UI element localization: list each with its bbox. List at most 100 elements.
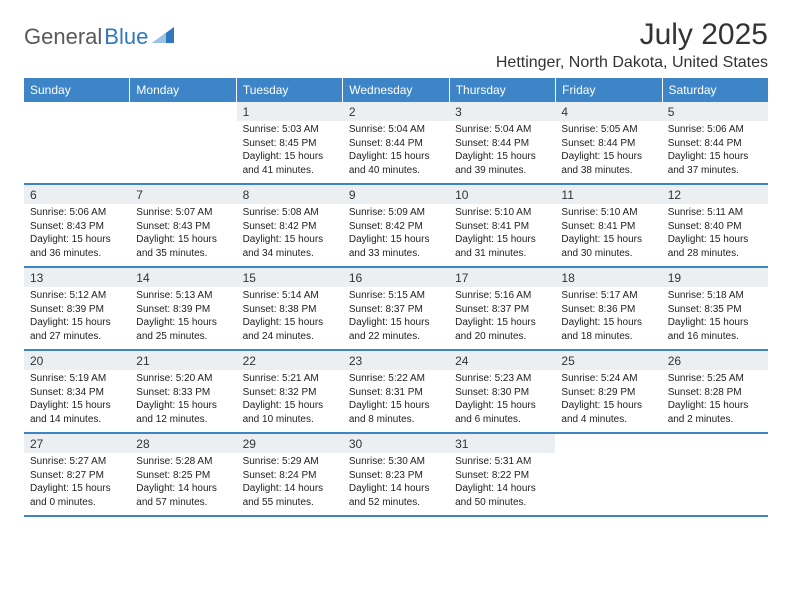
day-detail-line: Daylight: 15 hours and 35 minutes. [136,233,230,260]
day-header-thursday: Thursday [450,78,556,102]
day-number: 10 [449,185,555,204]
calendar-cell: 31Sunrise: 5:31 AMSunset: 8:22 PMDayligh… [449,434,555,515]
day-detail-line: Sunrise: 5:03 AM [243,123,337,137]
day-detail-line: Sunrise: 5:09 AM [349,206,443,220]
day-detail-line: Daylight: 15 hours and 8 minutes. [349,399,443,426]
calendar-cell: 7Sunrise: 5:07 AMSunset: 8:43 PMDaylight… [130,185,236,266]
logo-text-general: General [24,24,102,50]
calendar-cell: 10Sunrise: 5:10 AMSunset: 8:41 PMDayligh… [449,185,555,266]
day-detail-line: Daylight: 15 hours and 18 minutes. [561,316,655,343]
logo-sail-icon [152,25,178,50]
day-number [130,102,236,120]
day-details [662,452,768,514]
day-details: Sunrise: 5:21 AMSunset: 8:32 PMDaylight:… [237,370,343,432]
day-detail-line: Sunrise: 5:25 AM [668,372,762,386]
day-details: Sunrise: 5:19 AMSunset: 8:34 PMDaylight:… [24,370,130,432]
day-detail-line: Sunrise: 5:16 AM [455,289,549,303]
day-detail-line: Sunrise: 5:05 AM [561,123,655,137]
day-detail-line: Sunrise: 5:11 AM [668,206,762,220]
day-detail-line: Sunrise: 5:21 AM [243,372,337,386]
day-number: 30 [343,434,449,453]
day-header-monday: Monday [130,78,236,102]
calendar-cell: 3Sunrise: 5:04 AMSunset: 8:44 PMDaylight… [449,102,555,183]
day-header-sunday: Sunday [24,78,130,102]
day-detail-line: Sunrise: 5:30 AM [349,455,443,469]
day-detail-line: Daylight: 15 hours and 30 minutes. [561,233,655,260]
day-number: 24 [449,351,555,370]
day-detail-line: Sunset: 8:43 PM [136,220,230,234]
calendar-cell: 2Sunrise: 5:04 AMSunset: 8:44 PMDaylight… [343,102,449,183]
calendar-week-row: 20Sunrise: 5:19 AMSunset: 8:34 PMDayligh… [24,351,768,434]
calendar-cell: 20Sunrise: 5:19 AMSunset: 8:34 PMDayligh… [24,351,130,432]
day-detail-line: Daylight: 15 hours and 39 minutes. [455,150,549,177]
day-number: 28 [130,434,236,453]
calendar-cell: 5Sunrise: 5:06 AMSunset: 8:44 PMDaylight… [662,102,768,183]
day-number: 23 [343,351,449,370]
calendar-cell: 9Sunrise: 5:09 AMSunset: 8:42 PMDaylight… [343,185,449,266]
day-details [555,452,661,514]
day-details: Sunrise: 5:07 AMSunset: 8:43 PMDaylight:… [130,204,236,266]
day-details: Sunrise: 5:31 AMSunset: 8:22 PMDaylight:… [449,453,555,515]
day-detail-line: Sunset: 8:31 PM [349,386,443,400]
calendar-cell: 23 Sunrise: 5:22 AMSunset: 8:31 PMDayligh… [343,351,449,432]
day-details: Sunrise: 5:04 AMSunset: 8:44 PMDaylight:… [449,121,555,183]
day-number: 7 [130,185,236,204]
calendar-cell: 6Sunrise: 5:06 AMSunset: 8:43 PMDaylight… [24,185,130,266]
calendar-week-row: 27Sunrise: 5:27 AMSunset: 8:27 PMDayligh… [24,434,768,517]
day-detail-line: Sunset: 8:37 PM [455,303,549,317]
day-detail-line: Daylight: 14 hours and 55 minutes. [243,482,337,509]
day-detail-line: Sunrise: 5:22 AM [349,372,443,386]
day-detail-line: Daylight: 15 hours and 14 minutes. [30,399,124,426]
day-detail-line: Daylight: 15 hours and 27 minutes. [30,316,124,343]
day-detail-line: Sunrise: 5:07 AM [136,206,230,220]
day-detail-line: Sunset: 8:32 PM [243,386,337,400]
day-details [24,120,130,182]
day-detail-line: Daylight: 15 hours and 2 minutes. [668,399,762,426]
calendar-cell [24,102,130,183]
calendar-cell: 4Sunrise: 5:05 AMSunset: 8:44 PMDaylight… [555,102,661,183]
day-number: 15 [237,268,343,287]
day-detail-line: Daylight: 15 hours and 20 minutes. [455,316,549,343]
calendar-cell: 30Sunrise: 5:30 AMSunset: 8:23 PMDayligh… [343,434,449,515]
day-number: 6 [24,185,130,204]
day-details: Sunrise: 5:05 AMSunset: 8:44 PMDaylight:… [555,121,661,183]
day-detail-line: Daylight: 15 hours and 6 minutes. [455,399,549,426]
day-number: 11 [555,185,661,204]
day-details: Sunrise: 5:15 AMSunset: 8:37 PMDaylight:… [343,287,449,349]
calendar-cell: 25Sunrise: 5:24 AMSunset: 8:29 PMDayligh… [555,351,661,432]
day-detail-line: Sunset: 8:25 PM [136,469,230,483]
day-details: Sunrise: 5:29 AMSunset: 8:24 PMDaylight:… [237,453,343,515]
day-detail-line: Daylight: 14 hours and 57 minutes. [136,482,230,509]
day-detail-line: Daylight: 14 hours and 52 minutes. [349,482,443,509]
day-detail-line: Sunset: 8:27 PM [30,469,124,483]
day-detail-line: Sunset: 8:38 PM [243,303,337,317]
calendar-week-row: 13Sunrise: 5:12 AMSunset: 8:39 PMDayligh… [24,268,768,351]
calendar-cell: 16Sunrise: 5:15 AMSunset: 8:37 PMDayligh… [343,268,449,349]
day-detail-line: Daylight: 15 hours and 16 minutes. [668,316,762,343]
day-number: 25 [555,351,661,370]
day-detail-line: Daylight: 14 hours and 50 minutes. [455,482,549,509]
day-number: 2 [343,102,449,121]
day-details [130,120,236,182]
day-header-row: Sunday Monday Tuesday Wednesday Thursday… [24,78,768,102]
calendar-cell: 11Sunrise: 5:10 AMSunset: 8:41 PMDayligh… [555,185,661,266]
calendar-cell: 21Sunrise: 5:20 AMSunset: 8:33 PMDayligh… [130,351,236,432]
logo-text-blue: Blue [104,24,148,50]
day-details: Sunrise: 5:06 AMSunset: 8:44 PMDaylight:… [662,121,768,183]
day-number [662,434,768,452]
calendar-cell: 12Sunrise: 5:11 AMSunset: 8:40 PMDayligh… [662,185,768,266]
day-details: Sunrise: 5:18 AMSunset: 8:35 PMDaylight:… [662,287,768,349]
day-detail-line: Sunset: 8:39 PM [136,303,230,317]
day-detail-line: Sunset: 8:28 PM [668,386,762,400]
day-number: 1 [237,102,343,121]
day-number: 17 [449,268,555,287]
day-number: 31 [449,434,555,453]
day-detail-line: Sunset: 8:36 PM [561,303,655,317]
day-detail-line: Daylight: 15 hours and 41 minutes. [243,150,337,177]
calendar-cell [662,434,768,515]
day-detail-line: Daylight: 15 hours and 37 minutes. [668,150,762,177]
day-detail-line: Sunset: 8:37 PM [349,303,443,317]
day-detail-line: Daylight: 15 hours and 0 minutes. [30,482,124,509]
day-detail-line: Sunrise: 5:28 AM [136,455,230,469]
day-detail-line: Sunset: 8:44 PM [349,137,443,151]
